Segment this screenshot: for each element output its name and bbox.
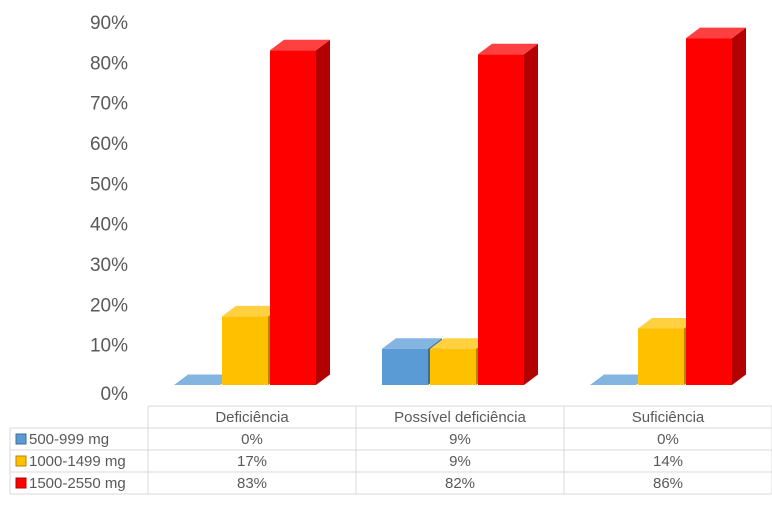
legend-label: 1500-2550 mg — [29, 475, 126, 492]
category-label: Deficiência — [215, 409, 289, 426]
data-label: 0% — [241, 431, 263, 448]
bar — [174, 374, 234, 385]
y-tick-label: 40% — [90, 215, 128, 236]
bar-top — [590, 374, 650, 385]
legend-swatch — [15, 433, 27, 445]
bar-front — [638, 328, 684, 385]
data-label: 82% — [445, 475, 475, 492]
bar — [478, 43, 538, 386]
y-tick-label: 0% — [101, 384, 129, 405]
legend-swatch — [15, 455, 27, 467]
legend-label: 1000-1499 mg — [29, 453, 126, 470]
bar-front — [430, 348, 476, 385]
bars — [174, 27, 746, 386]
bar-side — [732, 27, 746, 386]
category-label: Possível deficiência — [394, 409, 526, 426]
bar-side — [524, 43, 538, 386]
bar-top — [222, 305, 282, 317]
bar-top — [430, 338, 490, 349]
data-label: 17% — [237, 453, 267, 470]
y-axis: 0% 10% 20% 30% 40% 50% 60% 70% 80% 90% — [90, 13, 128, 405]
bar-front — [382, 348, 428, 385]
legend-swatch — [15, 477, 27, 489]
bar — [590, 374, 650, 385]
category-label: Suficiência — [632, 409, 705, 426]
data-table: Deficiência Possível deficiência Suficiênc… — [9, 405, 772, 495]
data-label: 83% — [237, 475, 267, 492]
legend-label: 500-999 mg — [29, 431, 109, 448]
bar — [686, 27, 746, 386]
y-tick-label: 30% — [90, 255, 128, 276]
y-tick-label: 10% — [90, 336, 128, 357]
bar-top — [270, 39, 330, 51]
data-label: 9% — [449, 453, 471, 470]
data-label: 9% — [449, 431, 471, 448]
y-tick-label: 80% — [90, 53, 128, 74]
bar-front — [270, 50, 316, 385]
bar-front — [222, 316, 268, 385]
y-tick-label: 90% — [90, 13, 128, 34]
data-label: 86% — [653, 475, 683, 492]
y-tick-label: 70% — [90, 94, 128, 115]
bar — [270, 39, 330, 385]
data-label: 0% — [657, 431, 679, 448]
bar-top — [382, 338, 442, 349]
bar-top — [638, 318, 698, 329]
bar-side — [316, 39, 330, 385]
y-tick-label: 60% — [90, 134, 128, 155]
y-tick-label: 20% — [90, 295, 128, 316]
bar-top — [478, 43, 538, 55]
bar-top — [174, 374, 234, 385]
bar-front — [686, 38, 732, 386]
bar-front — [478, 54, 524, 386]
bar-top — [686, 27, 746, 39]
data-label: 14% — [653, 453, 683, 470]
y-tick-label: 50% — [90, 174, 128, 195]
